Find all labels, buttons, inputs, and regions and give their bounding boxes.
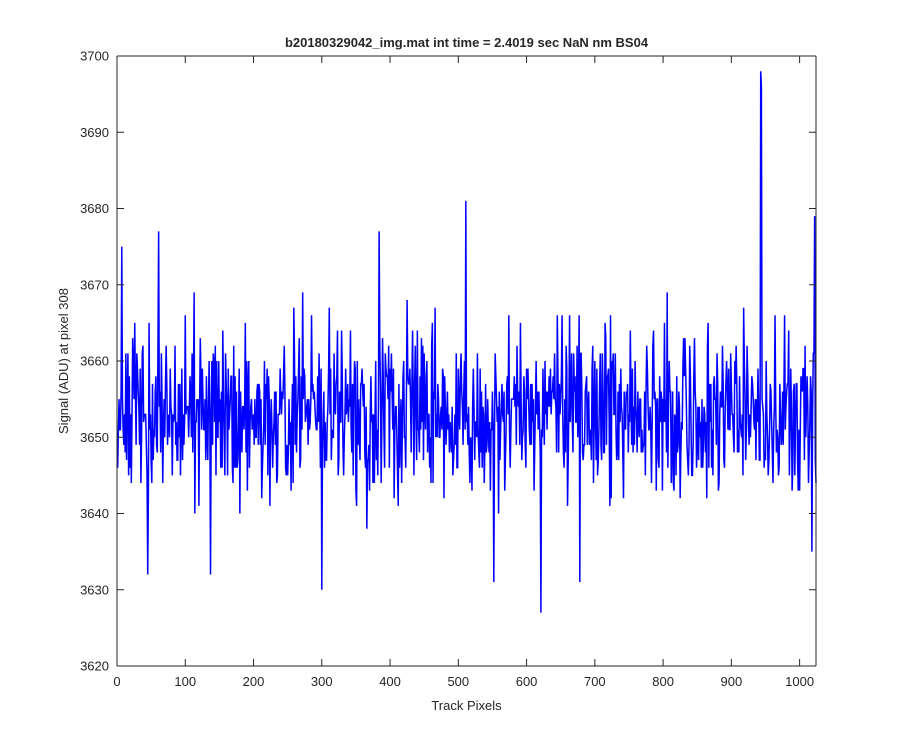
chart-title: b20180329042_img.mat int time = 2.4019 s… (285, 35, 649, 50)
x-tick-label: 300 (311, 674, 333, 689)
y-tick-label: 3620 (80, 659, 109, 674)
y-tick-label: 3680 (80, 201, 109, 216)
x-tick-label: 0 (113, 674, 120, 689)
x-tick-label: 1000 (785, 674, 814, 689)
y-tick-label: 3660 (80, 354, 109, 369)
y-tick-label: 3700 (80, 49, 109, 64)
y-tick-label: 3670 (80, 277, 109, 292)
data-series-layer (116, 71, 817, 613)
x-tick-label: 900 (721, 674, 743, 689)
signal-series-line (116, 71, 817, 613)
y-tick-label: 3640 (80, 506, 109, 521)
y-tick-label: 3650 (80, 430, 109, 445)
x-axis-ticks: 0 100 200 300 400 500 600 700 800 900 1000 (113, 56, 814, 689)
x-tick-label: 400 (379, 674, 401, 689)
x-tick-label: 200 (243, 674, 265, 689)
x-axis-label: Track Pixels (431, 698, 502, 713)
x-tick-label: 500 (447, 674, 469, 689)
y-tick-label: 3630 (80, 582, 109, 597)
y-axis-ticks: 3620 3630 3640 3650 3660 3670 3680 3690 3700 (80, 49, 816, 674)
y-tick-label: 3690 (80, 125, 109, 140)
x-tick-label: 100 (174, 674, 196, 689)
x-tick-label: 800 (652, 674, 674, 689)
y-axis-label: Signal (ADU) at pixel 308 (56, 288, 71, 434)
x-tick-label: 700 (584, 674, 606, 689)
x-tick-label: 600 (516, 674, 538, 689)
